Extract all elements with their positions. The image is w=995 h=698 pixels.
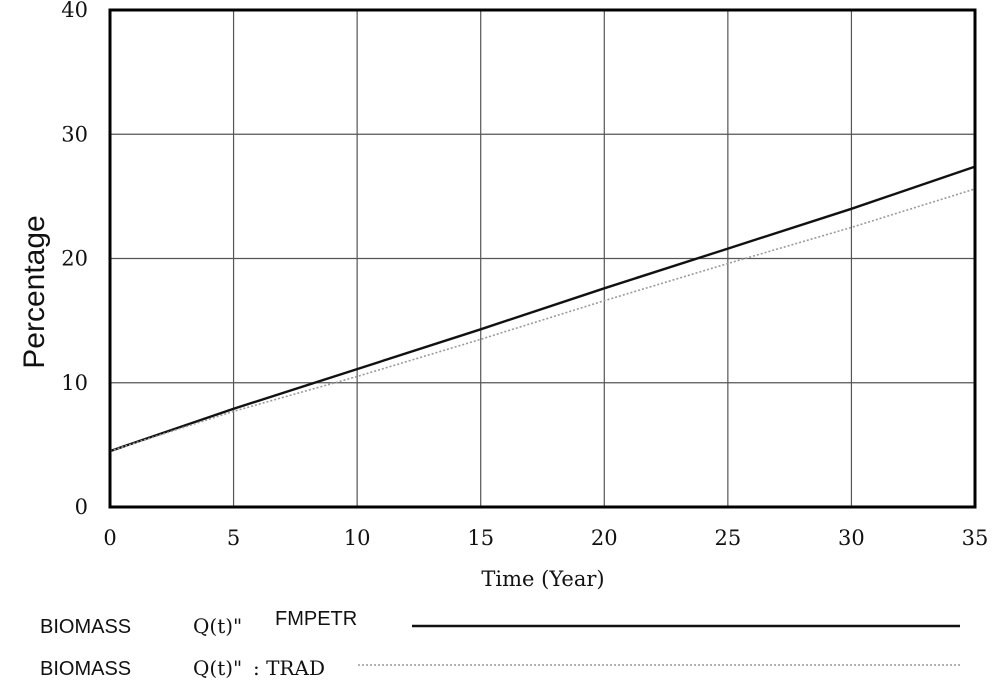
- x-tick-label: 15: [467, 526, 494, 550]
- legend-label-mid: Q(t)": [193, 656, 242, 680]
- plot-frame: [108, 8, 977, 509]
- x-tick-label: 0: [103, 526, 116, 550]
- x-tick-label: 5: [227, 526, 240, 550]
- series-line-1: [109, 165, 976, 453]
- legend-label-suffix: FMPETR: [275, 608, 357, 630]
- legend: BIOMASS Q(t)" FMPETR BIOMASS Q(t)" : TRAD: [40, 608, 960, 680]
- x-axis-title: Time (Year): [481, 567, 604, 591]
- legend-label-prefix: BIOMASS: [40, 658, 131, 680]
- x-tick-label: 30: [838, 526, 865, 550]
- y-tick-label: 20: [61, 247, 88, 271]
- x-tick-label: 20: [591, 526, 618, 550]
- legend-label-mid: Q(t)": [193, 614, 242, 638]
- series-lines: [109, 165, 976, 453]
- y-tick-label: 30: [61, 122, 88, 146]
- x-tick-labels: 0 5 10 15 20 25 30 35: [103, 526, 988, 550]
- y-tick-label: 40: [61, 0, 88, 22]
- x-tick-label: 35: [962, 526, 989, 550]
- x-tick-label: 25: [714, 526, 741, 550]
- y-axis-title: Percentage: [18, 215, 51, 368]
- legend-label-suffix: : TRAD: [253, 656, 325, 680]
- series-line-2: [109, 188, 976, 452]
- y-tick-label: 0: [75, 495, 88, 519]
- y-tick-label: 10: [61, 371, 88, 395]
- grid-lines: [109, 9, 976, 508]
- y-tick-labels: 0 10 20 30 40: [61, 0, 88, 519]
- x-tick-label: 10: [344, 526, 371, 550]
- legend-label-prefix: BIOMASS: [40, 616, 131, 638]
